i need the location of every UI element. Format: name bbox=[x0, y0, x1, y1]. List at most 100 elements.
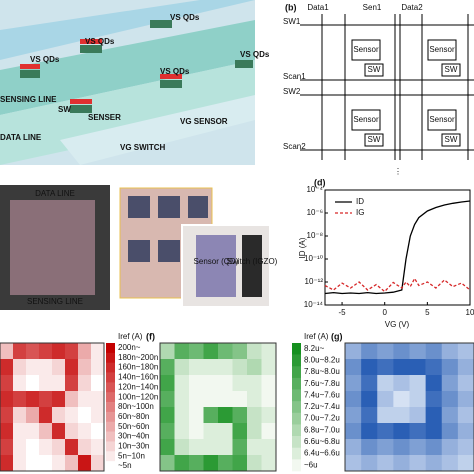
label: SW bbox=[368, 65, 381, 74]
heatmap-cell bbox=[409, 391, 426, 408]
colorbar-swatch bbox=[292, 412, 301, 425]
heatmap-cell bbox=[39, 343, 53, 360]
heatmap-cell bbox=[78, 423, 92, 440]
heatmap-cell bbox=[203, 423, 219, 440]
x-tick-label: 0 bbox=[382, 308, 387, 317]
heatmap-cell bbox=[160, 423, 175, 440]
heatmap-cell bbox=[160, 439, 175, 456]
heatmap-cell bbox=[425, 391, 443, 408]
heatmap-cell bbox=[39, 423, 53, 440]
heatmap-cell bbox=[52, 359, 66, 376]
y-tick-label: 10⁻¹² bbox=[305, 277, 324, 286]
heatmap-cell bbox=[39, 391, 53, 408]
colorbar-label: 7.0u~7.2u bbox=[304, 414, 340, 423]
heatmap-cell bbox=[203, 407, 219, 424]
heatmaps: Iref (A) 200n~180n~200n160n~180n140n~160n… bbox=[0, 331, 474, 472]
heatmap-cell bbox=[52, 439, 66, 456]
heatmap-cell bbox=[457, 359, 474, 376]
heatmap-cell bbox=[361, 359, 378, 376]
heatmap-cell bbox=[174, 375, 190, 392]
label: SW bbox=[445, 135, 458, 144]
heatmap-cell bbox=[160, 455, 175, 472]
colorbar-label: 7.6u~7.8u bbox=[304, 379, 340, 388]
heatmap-cell bbox=[393, 407, 410, 424]
sensor-area bbox=[196, 235, 236, 297]
heatmap-cell bbox=[39, 455, 53, 472]
heatmap-cell bbox=[409, 423, 426, 440]
heatmap-cell bbox=[232, 391, 248, 408]
heatmap-cell bbox=[203, 375, 219, 392]
colorbar-label: 60n~80n bbox=[118, 412, 149, 421]
heatmap-cell bbox=[91, 455, 105, 472]
colorbar-label: 180n~200n bbox=[118, 353, 158, 362]
heatmap-cell bbox=[377, 359, 394, 376]
heatmap-cell bbox=[65, 455, 79, 472]
heatmap-cell bbox=[65, 391, 79, 408]
heatmap-cell bbox=[52, 455, 66, 472]
heatmap-cell bbox=[218, 359, 233, 376]
label: SENSING LINE bbox=[27, 297, 83, 306]
label: Sensor bbox=[429, 45, 455, 54]
heatmap-cell bbox=[160, 407, 175, 424]
colorbar-swatch bbox=[292, 459, 301, 472]
label: Sensor bbox=[429, 115, 455, 124]
heatmap-cell bbox=[203, 439, 219, 456]
heatmap-cell bbox=[377, 375, 394, 392]
legend-label: IG bbox=[356, 208, 364, 217]
heatmap-cell bbox=[409, 343, 426, 360]
label: VS QDs bbox=[30, 55, 60, 64]
heatmap-cell bbox=[174, 343, 190, 360]
heatmap-cell bbox=[91, 407, 105, 424]
heatmap-cell bbox=[189, 391, 204, 408]
label: VS QDs bbox=[170, 13, 200, 22]
heatmap-cell bbox=[218, 423, 233, 440]
heatmap-cell bbox=[441, 439, 459, 456]
heatmap-cell bbox=[218, 439, 233, 456]
heatmap-cell bbox=[247, 423, 262, 440]
heatmap-cell bbox=[91, 423, 105, 440]
legend-label: ID bbox=[356, 197, 364, 206]
y-tick-label: 10⁻⁸ bbox=[307, 231, 324, 240]
heatmap-cell bbox=[78, 455, 92, 472]
heatmap-cell bbox=[247, 375, 262, 392]
heatmap-cell bbox=[393, 391, 410, 408]
heatmap-cell bbox=[441, 343, 459, 360]
colorbar-label: 6.8u~7.0u bbox=[304, 425, 340, 434]
colorbar-label: ~5n bbox=[118, 461, 132, 470]
colorbar-swatch bbox=[106, 402, 115, 413]
heatmap-cell bbox=[78, 439, 92, 456]
label: Sen1 bbox=[363, 3, 382, 12]
qd-blocks bbox=[20, 39, 182, 104]
heatmap-cell bbox=[13, 391, 27, 408]
heatmap-cell bbox=[26, 375, 40, 392]
label: SW bbox=[368, 135, 381, 144]
heatmap-cell bbox=[247, 439, 262, 456]
colorbar-swatch bbox=[106, 392, 115, 403]
y-tick-label: 10⁻⁶ bbox=[307, 208, 323, 217]
colorbar-label: 7.4u~7.6u bbox=[304, 390, 340, 399]
heatmap-cell bbox=[377, 455, 394, 472]
colorbar-swatch bbox=[292, 354, 301, 367]
label: SENSING LINE bbox=[0, 95, 57, 104]
heatmap-cell bbox=[174, 439, 190, 456]
heatmap-cell bbox=[441, 407, 459, 424]
panel-label: (g) bbox=[331, 331, 343, 341]
colorbar-swatch bbox=[106, 461, 115, 472]
heatmap-cell bbox=[361, 455, 378, 472]
circuit-wires bbox=[300, 14, 474, 160]
tft-blocks bbox=[20, 20, 253, 113]
heatmap-cell bbox=[218, 343, 233, 360]
colorbar-swatch bbox=[292, 447, 301, 460]
heatmap-cell bbox=[26, 359, 40, 376]
colorbar-label: 50n~60n bbox=[118, 422, 149, 431]
heatmap-cell bbox=[0, 375, 14, 392]
heatmap-cell bbox=[247, 455, 262, 472]
x-tick-label: 5 bbox=[425, 308, 430, 317]
heatmap-cell bbox=[13, 359, 27, 376]
label: SW2 bbox=[283, 87, 301, 96]
heatmap-cell bbox=[441, 423, 459, 440]
heatmap-cell bbox=[361, 423, 378, 440]
heatmap-cell bbox=[160, 375, 175, 392]
heatmap-cell bbox=[0, 423, 14, 440]
heatmap-cell bbox=[203, 343, 219, 360]
